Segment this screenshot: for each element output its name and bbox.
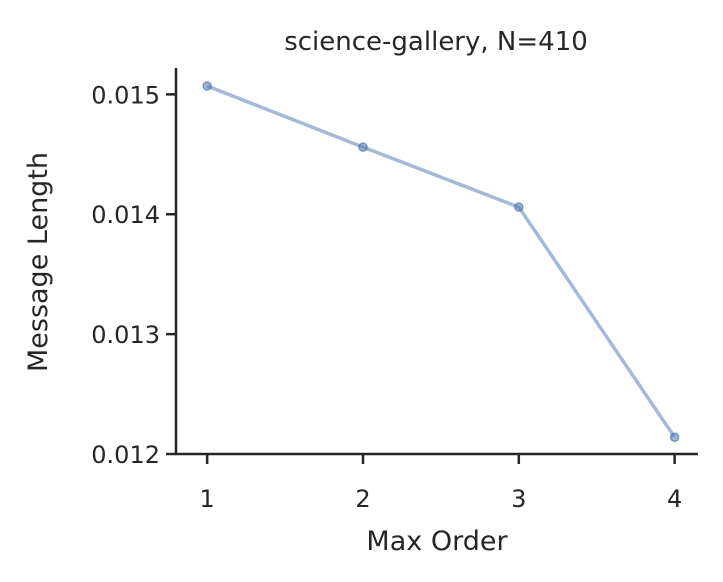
- x-tick-label: 2: [355, 485, 370, 513]
- chart-title: science-gallery, N=410: [284, 27, 588, 57]
- y-tick-label: 0.013: [91, 321, 160, 349]
- y-tick-label: 0.012: [91, 441, 160, 469]
- y-tick-label: 0.015: [91, 81, 160, 109]
- data-point: [514, 202, 524, 212]
- data-point: [202, 81, 212, 91]
- data-point: [358, 142, 368, 152]
- series-line: [206, 84, 677, 439]
- x-axis-label: Max Order: [366, 526, 508, 557]
- x-tick-label: 3: [511, 485, 526, 513]
- x-axis-ticks: 1 2 3 4: [200, 454, 682, 513]
- x-tick-label: 1: [200, 485, 215, 513]
- y-tick-label: 0.014: [91, 201, 160, 229]
- y-axis-label: Message Length: [23, 152, 54, 372]
- plot-area: [202, 81, 680, 442]
- data-point: [669, 432, 680, 442]
- y-axis-ticks: 0.012 0.013 0.014 0.015: [91, 81, 176, 469]
- x-tick-label: 4: [667, 485, 682, 513]
